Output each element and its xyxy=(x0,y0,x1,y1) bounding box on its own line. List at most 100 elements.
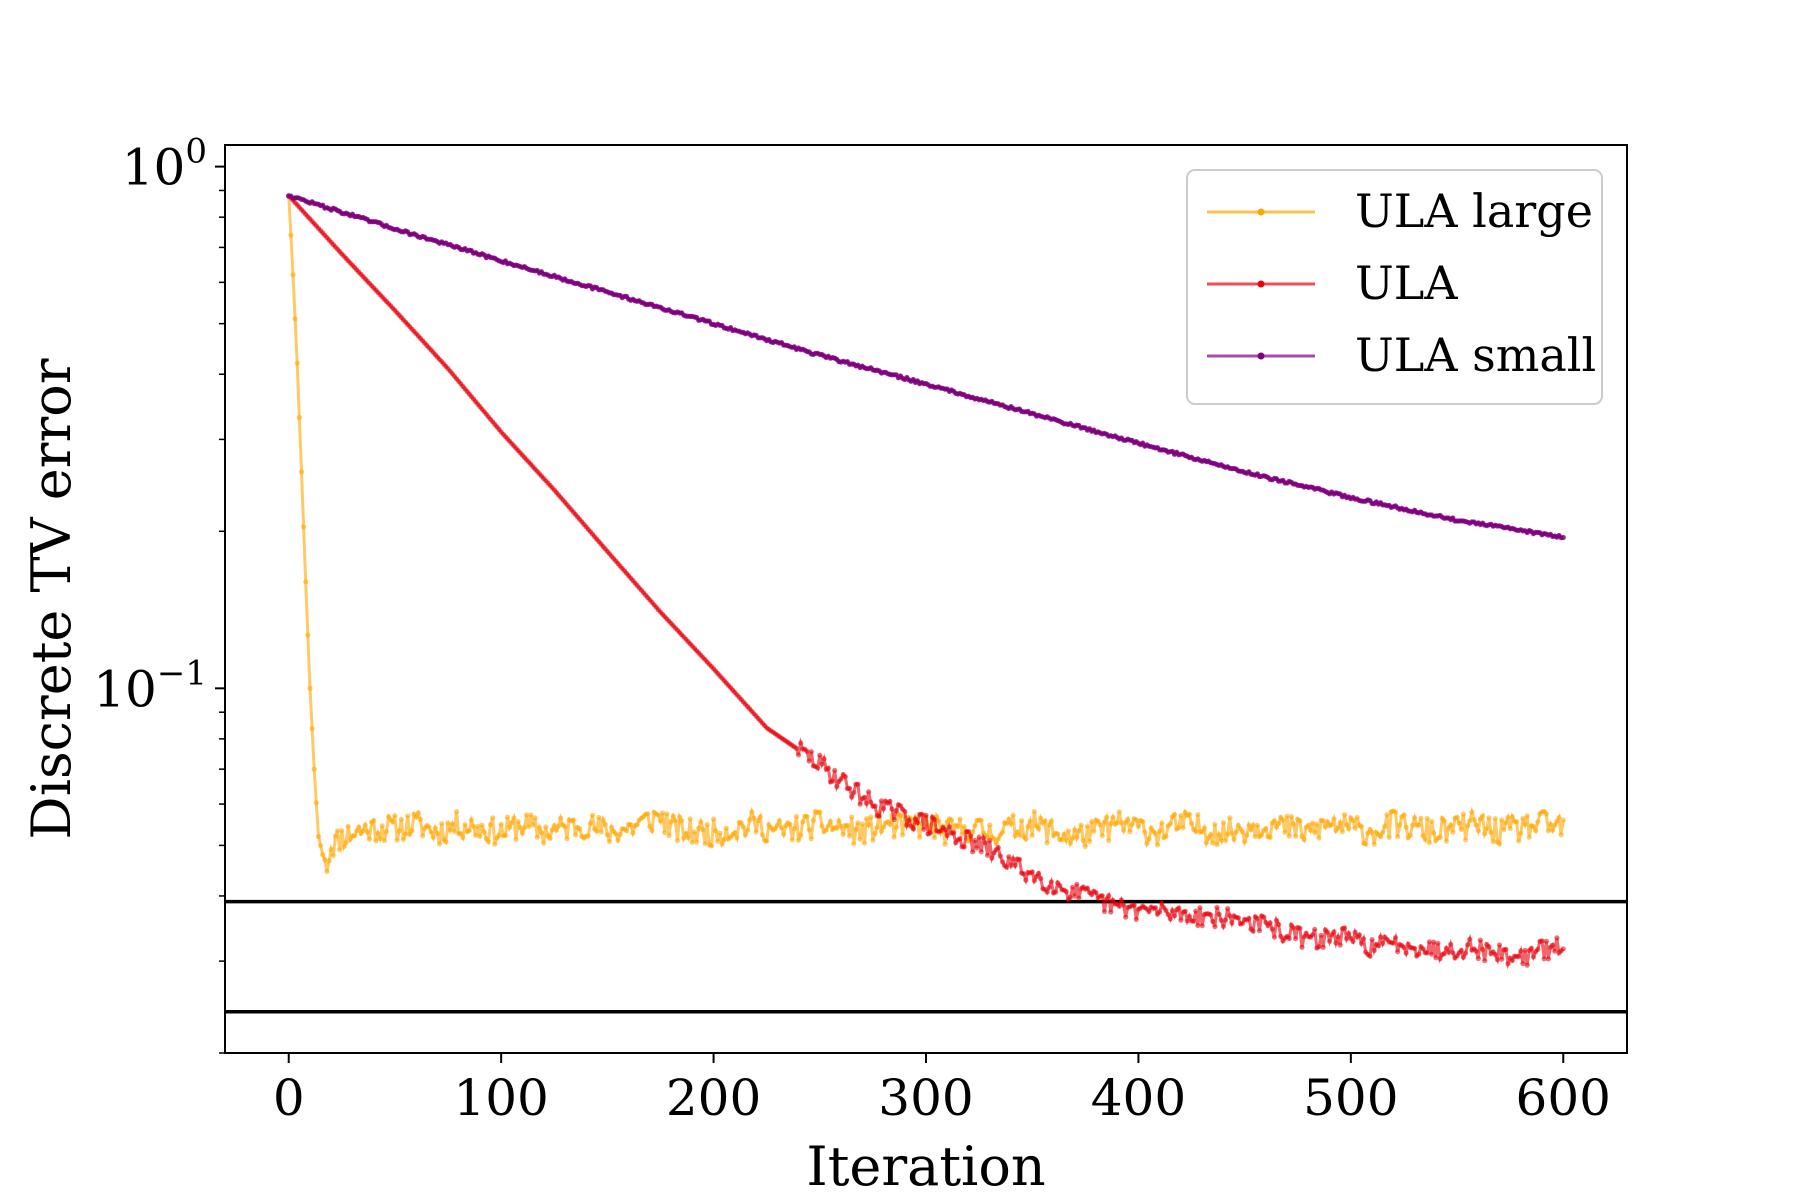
data-point xyxy=(1535,946,1541,953)
data-point xyxy=(1539,938,1545,944)
data-point xyxy=(717,830,723,836)
data-point xyxy=(1222,917,1229,923)
data-point xyxy=(989,855,995,861)
data-point xyxy=(1227,815,1233,821)
data-point xyxy=(1269,926,1275,932)
data-point xyxy=(519,830,526,836)
data-point xyxy=(1210,918,1216,925)
data-point xyxy=(793,745,800,751)
data-point xyxy=(1403,824,1409,830)
data-point xyxy=(1038,815,1044,821)
data-point xyxy=(1443,945,1449,951)
data-point xyxy=(931,835,938,841)
data-point xyxy=(995,836,1001,842)
data-point xyxy=(1490,839,1496,845)
data-point xyxy=(1195,811,1201,818)
data-point xyxy=(1273,824,1280,830)
data-point xyxy=(1244,832,1250,838)
data-point xyxy=(1036,870,1042,877)
data-point xyxy=(477,833,483,840)
data-point xyxy=(328,846,334,853)
data-point xyxy=(1520,815,1526,822)
data-point xyxy=(462,822,468,828)
data-point xyxy=(1186,811,1192,817)
data-point xyxy=(711,816,717,822)
data-point xyxy=(1212,821,1218,828)
data-point xyxy=(547,835,553,841)
data-point xyxy=(320,852,326,858)
data-point xyxy=(1004,864,1010,870)
data-point xyxy=(296,414,302,421)
data-point xyxy=(1424,815,1430,822)
data-point xyxy=(1507,825,1513,832)
data-point xyxy=(1477,937,1483,943)
data-point xyxy=(887,821,893,827)
data-point xyxy=(1250,822,1256,829)
data-point xyxy=(1401,944,1407,951)
data-point xyxy=(1492,951,1498,958)
data-point xyxy=(861,794,868,800)
data-point xyxy=(1246,822,1252,828)
data-point xyxy=(1435,940,1441,947)
data-point xyxy=(846,833,853,839)
data-point xyxy=(1008,821,1014,827)
data-point xyxy=(1110,814,1116,820)
data-point xyxy=(600,817,606,823)
data-point xyxy=(1280,817,1286,823)
data-point xyxy=(439,821,445,827)
data-point xyxy=(1518,948,1524,954)
data-point xyxy=(1341,812,1348,818)
data-point xyxy=(1403,950,1409,956)
data-point xyxy=(774,822,780,828)
data-point xyxy=(294,360,300,366)
data-point xyxy=(1261,914,1267,920)
data-point xyxy=(1429,951,1435,957)
data-point xyxy=(390,819,396,825)
data-point xyxy=(485,839,491,845)
x-tick-label: 100 xyxy=(453,1069,548,1127)
x-tick-label: 600 xyxy=(1516,1069,1611,1127)
data-point xyxy=(330,852,336,859)
data-point xyxy=(1167,821,1173,827)
data-point xyxy=(1263,825,1269,832)
data-point xyxy=(1118,897,1124,903)
data-point xyxy=(1443,838,1449,844)
data-point xyxy=(1545,828,1551,834)
data-point xyxy=(615,837,621,843)
data-point xyxy=(1467,936,1473,942)
data-point xyxy=(1216,832,1222,838)
data-point xyxy=(1341,925,1348,931)
data-point xyxy=(893,824,899,830)
data-point xyxy=(1482,958,1488,964)
data-point xyxy=(993,840,999,846)
data-point xyxy=(1378,934,1384,940)
data-point xyxy=(804,748,810,754)
data-point xyxy=(1501,827,1507,833)
data-point xyxy=(1290,925,1297,931)
data-point xyxy=(1356,932,1362,938)
data-point xyxy=(1426,939,1432,945)
data-point xyxy=(479,822,485,828)
data-point xyxy=(1297,925,1303,931)
data-point xyxy=(1186,913,1192,919)
data-point xyxy=(1053,889,1059,895)
data-point xyxy=(677,814,683,820)
data-point xyxy=(1135,823,1141,829)
data-point xyxy=(1065,828,1071,834)
data-point xyxy=(594,828,600,834)
data-point xyxy=(434,830,440,837)
data-point xyxy=(1494,956,1500,963)
data-point xyxy=(392,813,398,819)
data-point xyxy=(1084,823,1090,829)
data-point xyxy=(923,812,929,818)
data-point xyxy=(948,817,955,823)
data-point xyxy=(753,829,759,835)
data-point xyxy=(1392,809,1399,815)
data-point xyxy=(868,799,874,805)
data-point xyxy=(1316,944,1322,950)
data-point xyxy=(1324,929,1331,935)
data-point xyxy=(628,821,634,828)
data-point xyxy=(1076,828,1082,834)
data-point xyxy=(776,818,783,824)
data-point xyxy=(1121,827,1127,833)
